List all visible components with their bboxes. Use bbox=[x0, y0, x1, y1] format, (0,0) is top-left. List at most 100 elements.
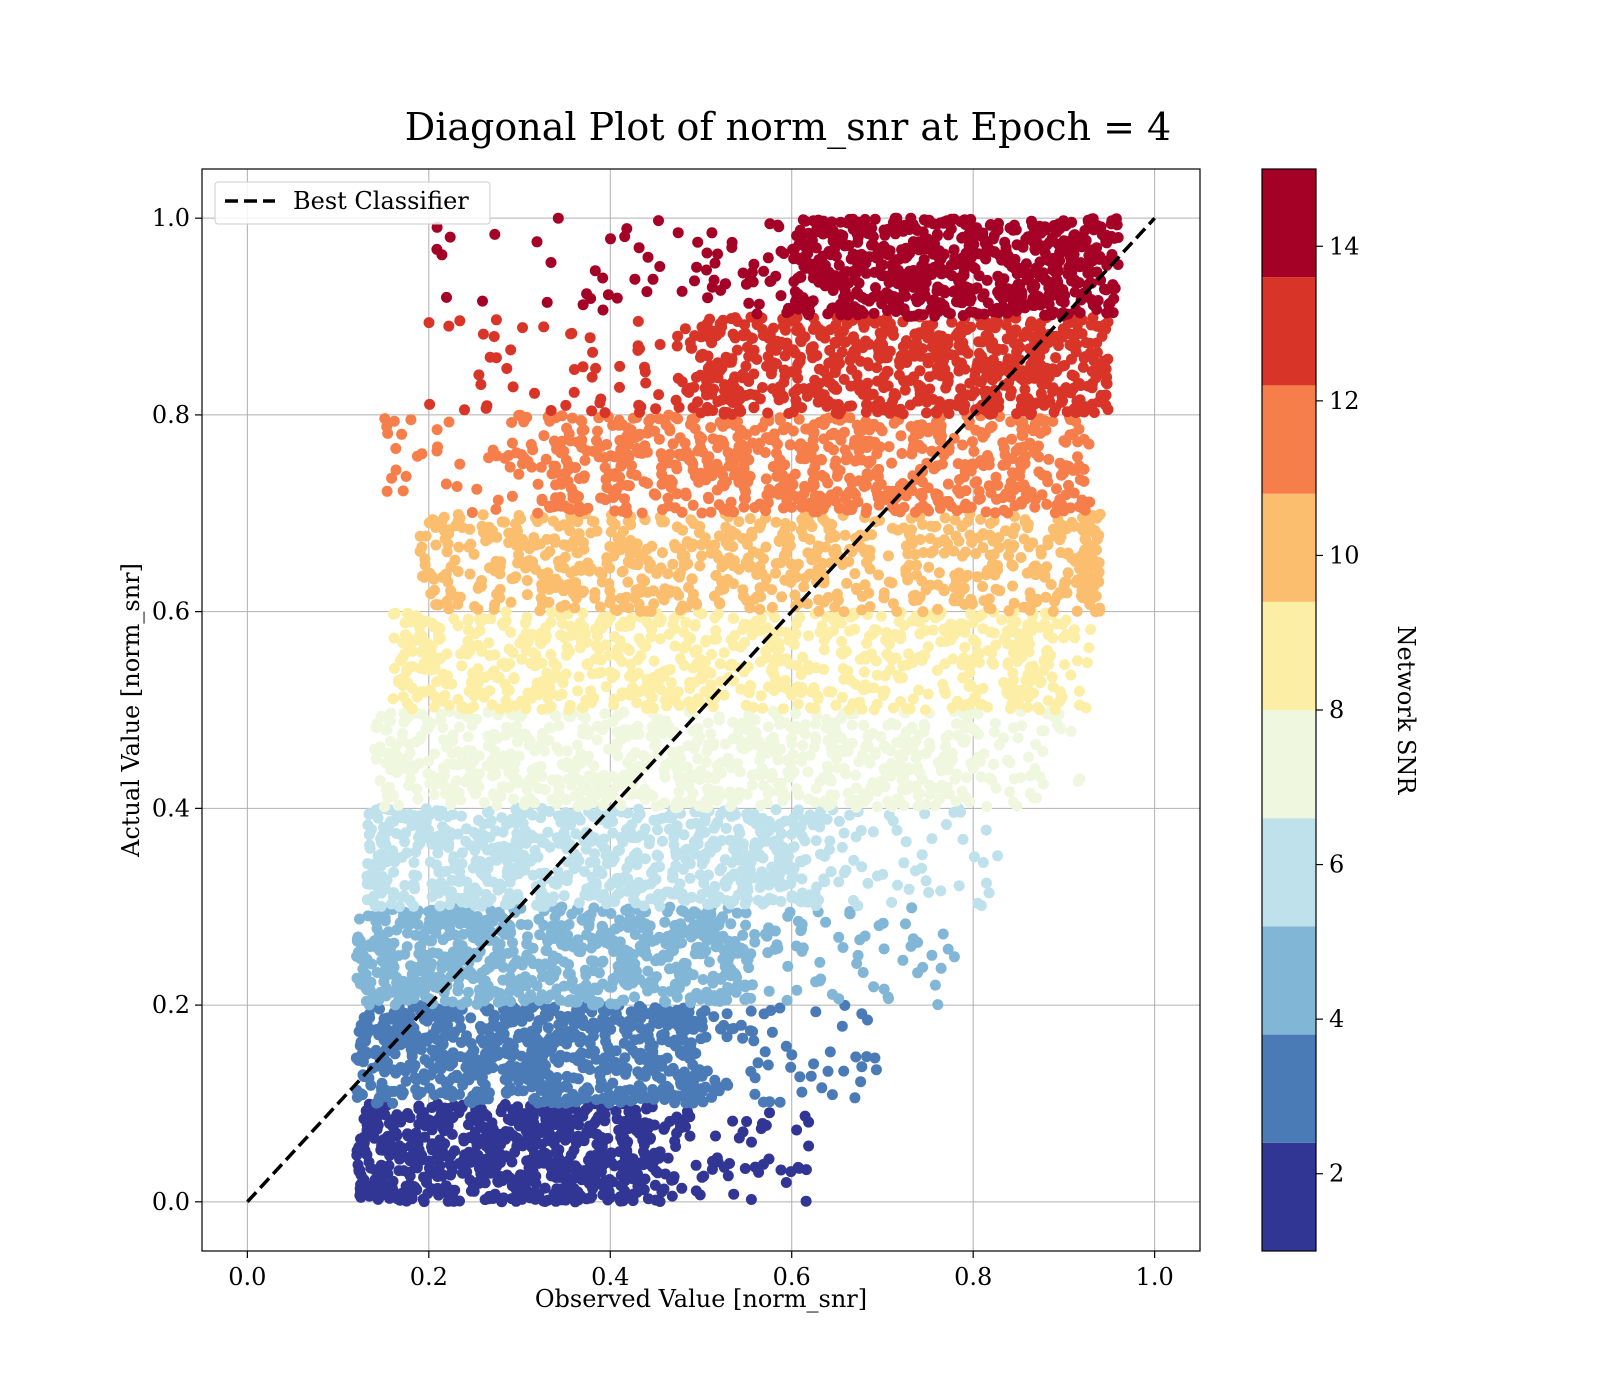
data-point bbox=[768, 668, 780, 680]
data-point bbox=[1001, 686, 1013, 698]
data-point bbox=[642, 928, 654, 939]
data-point bbox=[740, 919, 752, 931]
data-point bbox=[686, 1072, 698, 1084]
data-point bbox=[364, 941, 376, 953]
data-point bbox=[653, 668, 665, 680]
data-point bbox=[977, 857, 989, 868]
data-point bbox=[715, 1023, 726, 1035]
data-point bbox=[654, 861, 666, 873]
data-point bbox=[940, 688, 952, 700]
data-point bbox=[1071, 655, 1083, 667]
data-point bbox=[766, 1026, 778, 1038]
data-point bbox=[763, 879, 775, 891]
data-point bbox=[435, 632, 446, 644]
data-point bbox=[552, 1148, 564, 1160]
data-point bbox=[402, 697, 413, 709]
data-point bbox=[496, 781, 508, 792]
data-point bbox=[587, 1017, 599, 1029]
data-point bbox=[365, 976, 377, 988]
data-point bbox=[579, 912, 591, 924]
data-point bbox=[770, 516, 782, 528]
data-point bbox=[762, 1059, 774, 1071]
data-point bbox=[540, 945, 552, 957]
data-point bbox=[384, 1136, 396, 1147]
data-point bbox=[761, 930, 773, 942]
data-point bbox=[533, 1073, 545, 1085]
data-point bbox=[918, 726, 930, 738]
data-point bbox=[417, 819, 429, 831]
data-point bbox=[600, 849, 612, 861]
data-point bbox=[703, 956, 715, 968]
data-point bbox=[574, 814, 586, 826]
data-point bbox=[900, 836, 912, 848]
data-point bbox=[561, 745, 573, 757]
data-point bbox=[1012, 732, 1024, 744]
data-point bbox=[650, 1008, 662, 1020]
data-point bbox=[591, 734, 603, 746]
data-point bbox=[684, 1111, 696, 1123]
data-point bbox=[525, 658, 537, 669]
data-point bbox=[361, 1149, 373, 1161]
data-point bbox=[610, 998, 622, 1010]
data-point bbox=[562, 929, 574, 941]
data-point bbox=[1024, 788, 1036, 799]
data-point bbox=[644, 680, 656, 692]
data-point bbox=[462, 986, 474, 998]
data-point bbox=[1058, 632, 1070, 644]
data-point bbox=[742, 684, 753, 696]
data-point bbox=[463, 1051, 475, 1063]
data-point bbox=[886, 896, 898, 908]
data-point bbox=[808, 1058, 820, 1070]
data-point bbox=[503, 1037, 515, 1049]
data-point bbox=[497, 1175, 508, 1187]
data-point bbox=[489, 750, 501, 762]
data-point bbox=[751, 739, 763, 751]
data-point bbox=[413, 1103, 425, 1115]
data-point bbox=[497, 758, 509, 770]
data-point bbox=[651, 849, 663, 861]
data-point bbox=[862, 791, 874, 803]
data-point bbox=[486, 770, 498, 782]
data-point bbox=[677, 968, 689, 980]
data-point bbox=[702, 739, 714, 751]
data-point bbox=[435, 877, 447, 889]
data-point bbox=[432, 971, 443, 983]
data-point bbox=[548, 657, 560, 669]
data-point bbox=[546, 895, 558, 907]
data-point bbox=[728, 639, 740, 651]
data-point bbox=[737, 929, 749, 941]
data-point bbox=[832, 594, 844, 606]
data-point bbox=[476, 1120, 488, 1132]
data-point bbox=[535, 638, 547, 650]
data-point bbox=[572, 801, 584, 812]
data-point bbox=[863, 729, 874, 741]
data-point bbox=[971, 571, 983, 583]
data-point bbox=[663, 758, 675, 770]
data-point bbox=[755, 613, 767, 625]
data-point bbox=[470, 788, 481, 800]
data-point bbox=[764, 786, 776, 798]
data-point bbox=[493, 671, 505, 683]
data-point bbox=[475, 1060, 487, 1072]
data-point bbox=[710, 632, 722, 644]
data-point bbox=[633, 877, 645, 888]
data-point bbox=[397, 727, 409, 739]
data-point bbox=[675, 1069, 687, 1080]
data-point bbox=[836, 691, 848, 703]
data-point bbox=[867, 826, 879, 838]
data-point bbox=[796, 1086, 808, 1098]
data-point bbox=[521, 575, 533, 586]
data-point bbox=[844, 796, 856, 808]
data-point bbox=[728, 895, 740, 907]
data-point bbox=[664, 664, 676, 675]
data-point bbox=[796, 665, 808, 677]
data-point bbox=[920, 748, 932, 760]
data-point bbox=[524, 774, 536, 786]
data-point bbox=[480, 914, 492, 926]
data-point bbox=[447, 996, 459, 1008]
data-point bbox=[456, 701, 468, 713]
data-point bbox=[709, 773, 721, 785]
data-point bbox=[841, 742, 853, 754]
data-point bbox=[708, 822, 720, 834]
data-point bbox=[696, 608, 708, 620]
